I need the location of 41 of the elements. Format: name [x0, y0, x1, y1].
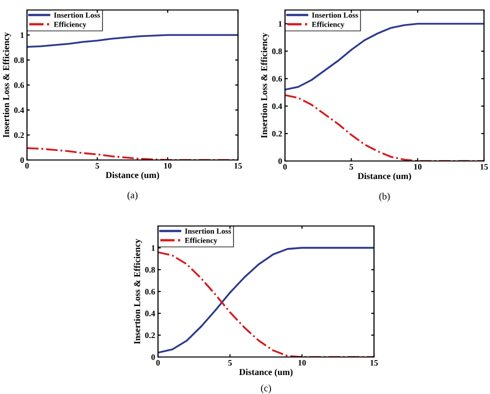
text: (a)	[128, 192, 138, 200]
y-tick-label: 0	[151, 354, 155, 360]
y-tick-label: 0.4	[145, 310, 156, 316]
x-axis-title: Distance (um)	[106, 172, 160, 180]
line-series	[285, 22, 484, 91]
y-tick-label: 0.4	[272, 103, 282, 110]
x-tick-label: 5	[96, 163, 100, 169]
text: (c)	[261, 384, 271, 394]
x-tick-label: 0	[156, 360, 160, 366]
y-tick-label: 0.2	[14, 132, 24, 138]
y-tick-label: 0	[278, 158, 282, 164]
y-tick-label: 0.2	[145, 332, 155, 338]
line-series	[27, 34, 238, 48]
x-tick-label: 15	[234, 163, 242, 169]
y-tick-label: 1	[278, 21, 282, 27]
y-tick-label: 0.8	[145, 267, 155, 273]
y-axis-title: Insertion Loss & Efficiency	[260, 32, 270, 138]
y-axis-title: Insertion Loss & Efficiency	[134, 238, 142, 344]
x-tick-label: 10	[164, 163, 172, 169]
y-tick-label: 0.4	[14, 107, 24, 114]
y-tick-label: 0.8	[272, 48, 282, 54]
text: (b)	[379, 192, 390, 202]
x-axis-title: Distance (um)	[358, 172, 412, 181]
x-axis-title: Distance (um)	[239, 368, 293, 377]
y-tick-label: 0	[20, 157, 24, 163]
x-tick-label: 0	[25, 163, 29, 169]
x-tick-label: 10	[298, 360, 306, 366]
x-tick-label: 5	[350, 164, 354, 170]
y-tick-label: 0.6	[14, 82, 24, 88]
y-tick-label: 0.6	[145, 288, 155, 295]
x-tick-label: 15	[480, 164, 488, 170]
x-tick-label: 15	[370, 360, 378, 366]
y-tick-label: 0.6	[272, 76, 282, 82]
y-tick-label: 1	[152, 245, 155, 251]
x-tick-label: 5	[228, 360, 232, 366]
y-tick-label: 0.2	[272, 130, 282, 137]
x-tick-label: 10	[414, 164, 422, 170]
y-tick-label: 1	[20, 32, 24, 38]
y-tick-label: 0.8	[14, 57, 24, 64]
x-tick-label: 0	[283, 164, 287, 170]
y-axis-title: Insertion Loss & Efficiency	[2, 32, 12, 138]
